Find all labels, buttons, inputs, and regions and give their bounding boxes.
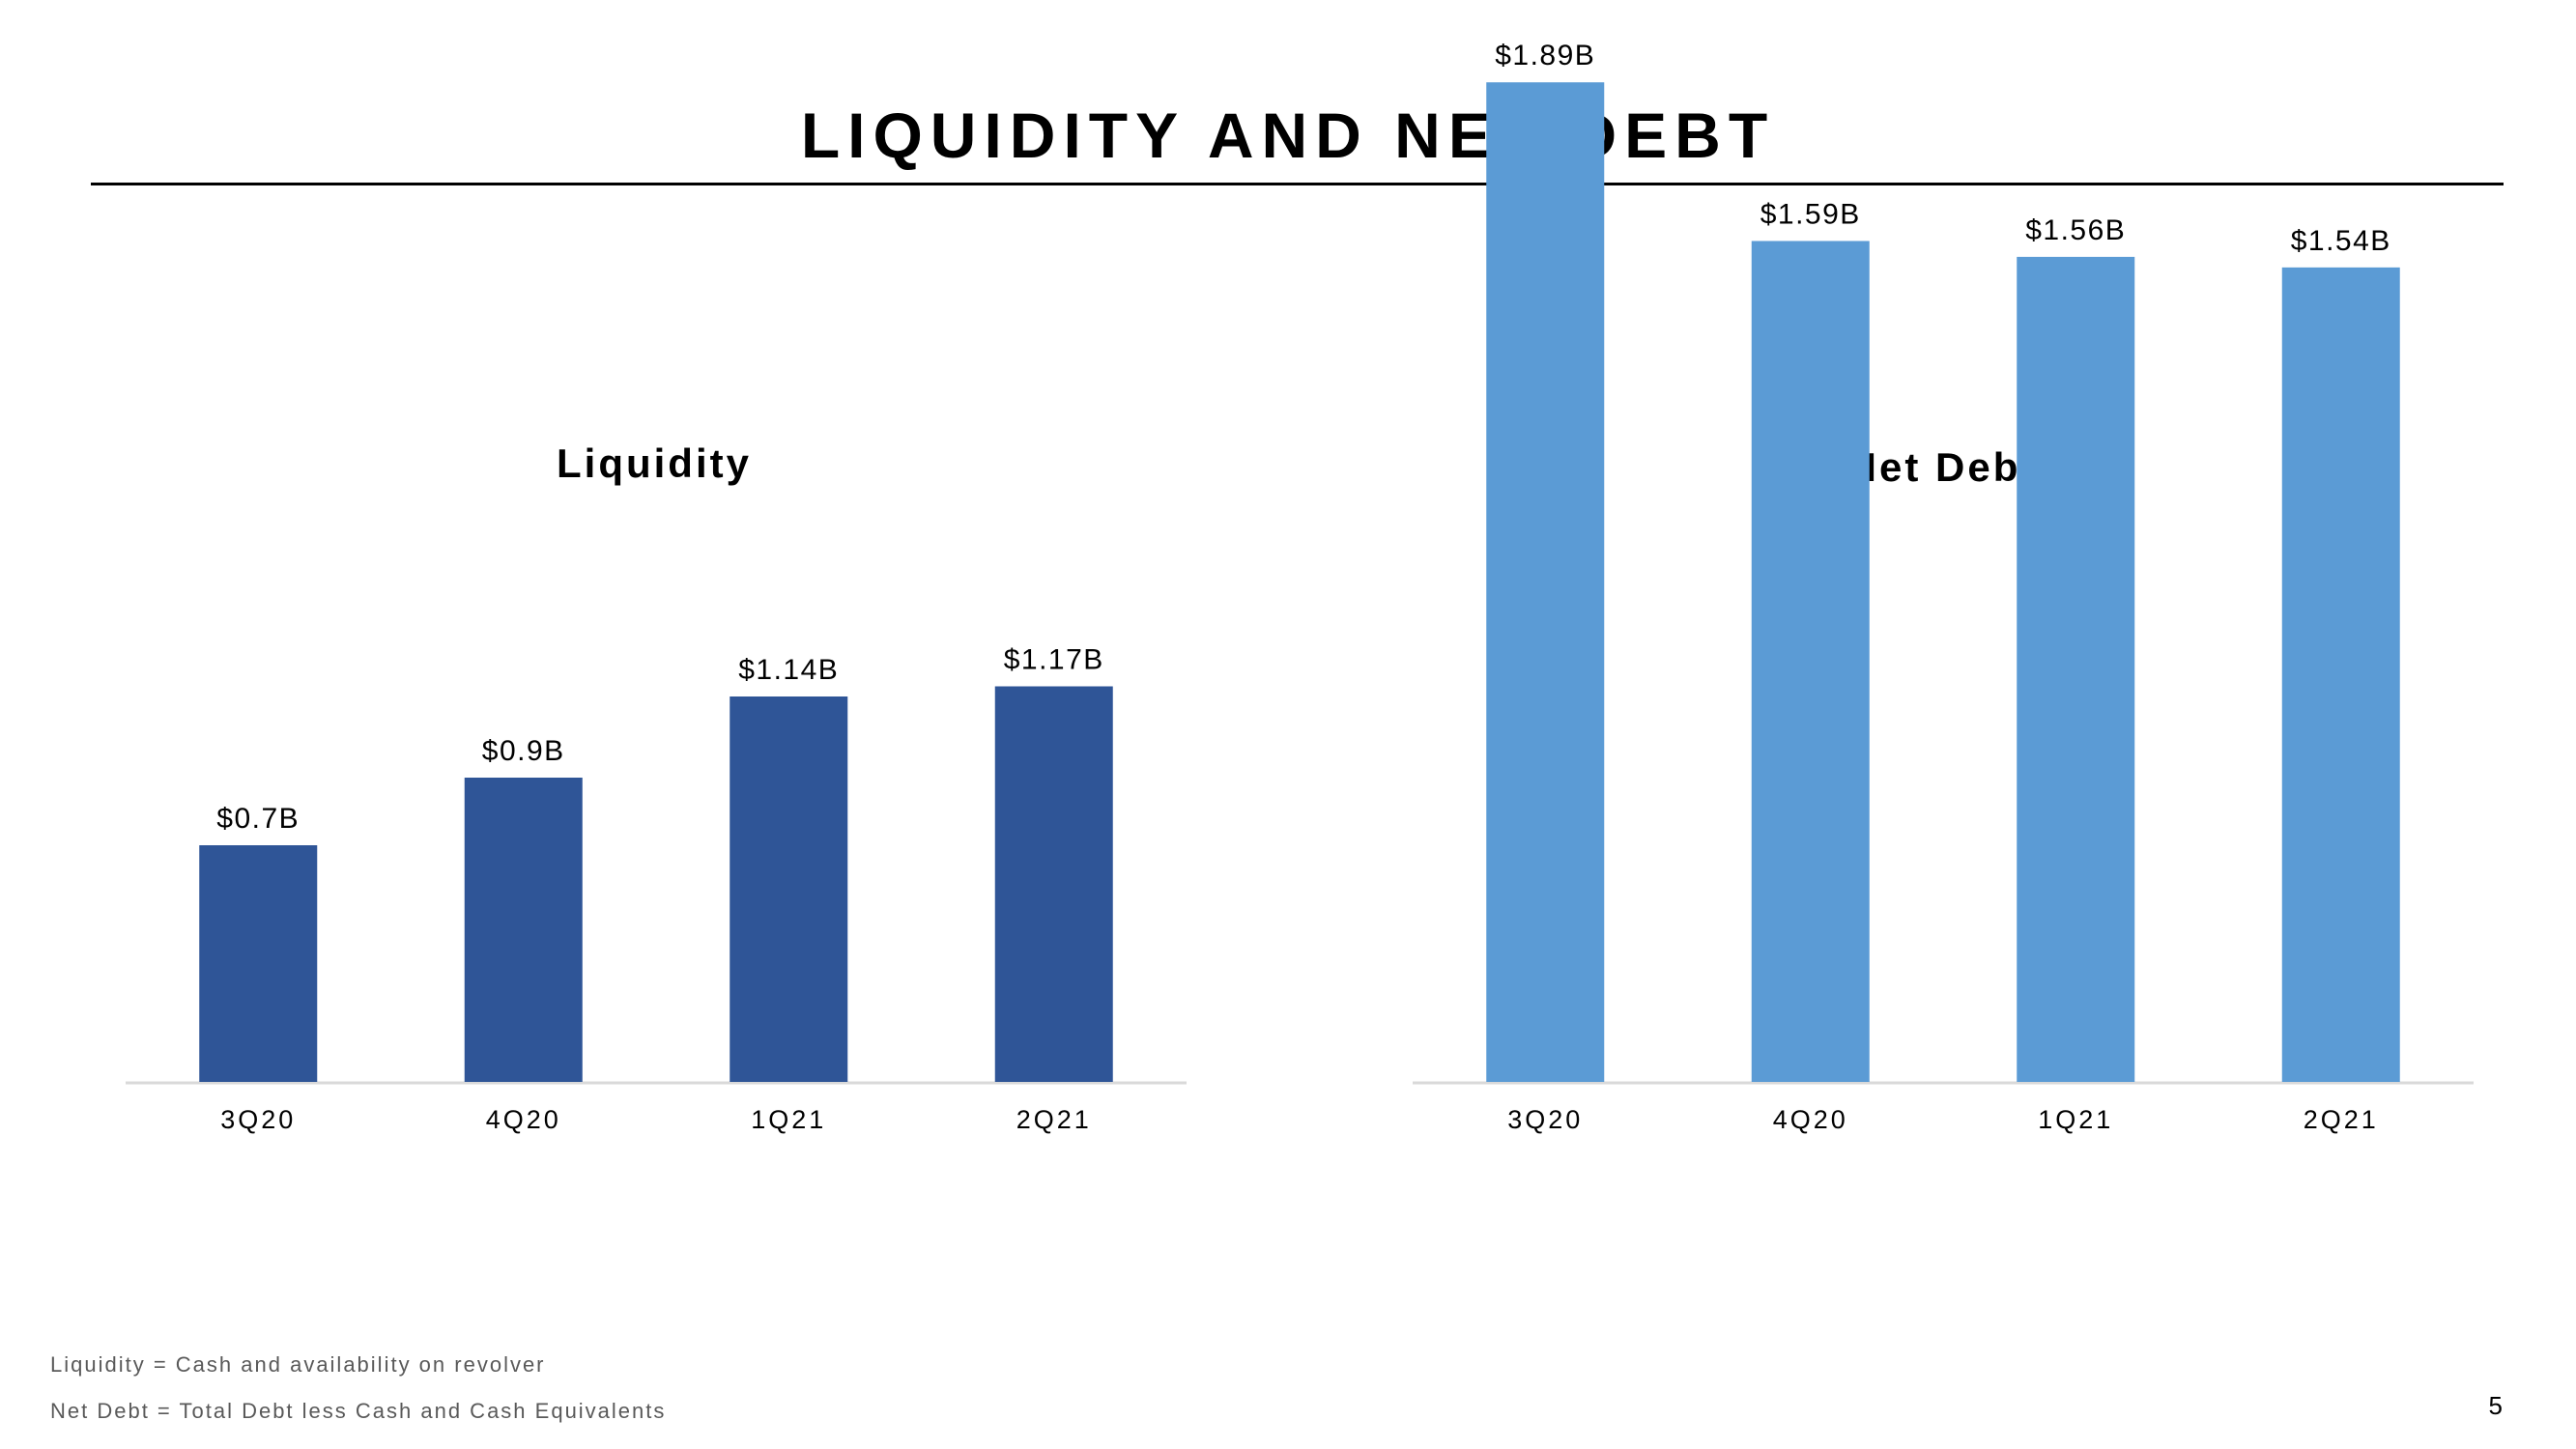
net-debt-data-label-1q21: $1.56B (2025, 214, 2126, 246)
liquidity-x-tick-2q21: 2Q21 (1016, 1105, 1092, 1134)
net-debt-bar-4q20 (1751, 241, 1870, 1083)
liquidity-data-label-4q20: $0.9B (482, 735, 565, 767)
liquidity-x-tick-3q20: 3Q20 (220, 1105, 296, 1134)
net-debt-chart-title: Net Debt (1847, 444, 2038, 490)
liquidity-bar-4q20 (464, 778, 583, 1082)
net-debt-data-label-2q21: $1.54B (2291, 225, 2391, 257)
liquidity-data-label-1q21: $1.14B (738, 654, 839, 686)
footnote-net-debt-definition: Net Debt = Total Debt less Cash and Cash… (50, 1399, 667, 1423)
page-number: 5 (2488, 1391, 2503, 1420)
net-debt-data-label-3q20: $1.89B (1495, 40, 1595, 71)
liquidity-data-label-2q21: $1.17B (1004, 644, 1104, 676)
page-title: LIQUIDITY AND NET DEBT (800, 99, 1776, 171)
liquidity-chart: Liquidity $0.7B 3Q20 $0.9B 4Q20 $1.14B 1Q21 $1.… (126, 440, 1187, 1134)
liquidity-chart-title: Liquidity (557, 440, 752, 486)
liquidity-bar-2q21 (994, 686, 1113, 1082)
net-debt-chart: Net Debt $1.89B 3Q20 $1.59B 4Q20 $1.56B 1Q21 $1… (1413, 40, 2474, 1134)
net-debt-bar-3q20 (1486, 82, 1605, 1083)
net-debt-data-label-4q20: $1.59B (1760, 198, 1861, 230)
liquidity-bar-3q20 (199, 845, 318, 1082)
net-debt-x-tick-3q20: 3Q20 (1507, 1105, 1583, 1134)
net-debt-bar-1q21 (2017, 256, 2135, 1082)
net-debt-x-tick-1q21: 1Q21 (2038, 1105, 2113, 1134)
net-debt-x-tick-4q20: 4Q20 (1773, 1105, 1848, 1134)
title-divider (91, 183, 2504, 185)
liquidity-x-tick-4q20: 4Q20 (486, 1105, 561, 1134)
net-debt-bar-2q21 (2281, 267, 2400, 1083)
liquidity-bar-1q21 (730, 696, 848, 1082)
liquidity-x-tick-1q21: 1Q21 (751, 1105, 826, 1134)
footnote-liquidity-definition: Liquidity = Cash and availability on rev… (50, 1352, 546, 1377)
net-debt-x-tick-2q21: 2Q21 (2304, 1105, 2379, 1134)
liquidity-data-label-3q20: $0.7B (216, 803, 300, 835)
